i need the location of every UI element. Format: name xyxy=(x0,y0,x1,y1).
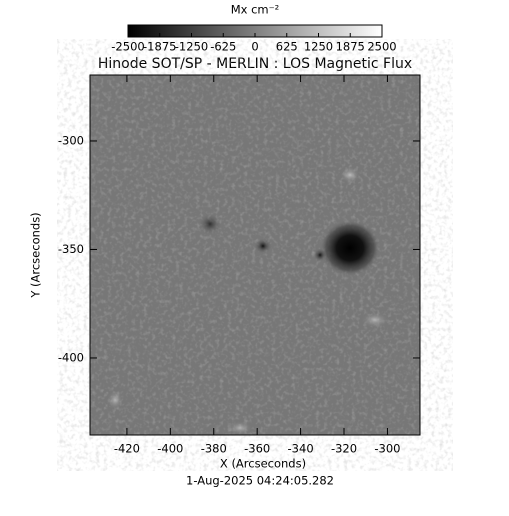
x-tick-label: -300 xyxy=(374,442,400,456)
chart-title: Hinode SOT/SP - MERLIN : LOS Magnetic Fl… xyxy=(98,56,412,72)
x-tick-label: -320 xyxy=(331,442,357,456)
colorbar-tick-label: 1250 xyxy=(304,40,333,54)
colorbar-tick-label: 2500 xyxy=(367,40,396,54)
x-tick-label: -360 xyxy=(244,442,270,456)
date: 1-Aug-2025 04:24:05.282 xyxy=(186,474,334,488)
colorbar-tick-label: -1250 xyxy=(175,40,208,54)
image xyxy=(90,75,420,435)
x-tick-label: -380 xyxy=(201,442,227,456)
colorbar-tick-label: -2500 xyxy=(111,40,144,54)
x-tick-label: -400 xyxy=(157,442,183,456)
y-tick-label: -400 xyxy=(58,350,84,364)
colorbar-label: Mx cm⁻² xyxy=(231,3,280,17)
plot-frame xyxy=(89,74,421,436)
colorbar-tick-label: 0 xyxy=(251,40,258,54)
x-tick-label: -420 xyxy=(114,442,140,456)
x-axis-label: X (Arcseconds) xyxy=(220,457,306,471)
colorbar-tick-label: 625 xyxy=(276,40,298,54)
colorbar-tick-label: -1875 xyxy=(143,40,176,54)
colorbar-tick-label: -625 xyxy=(210,40,236,54)
y-tick-label: -350 xyxy=(58,242,84,256)
y-tick-label: -300 xyxy=(58,133,84,147)
x-tick-label: -340 xyxy=(288,442,314,456)
colorbar-tick-label: 1875 xyxy=(336,40,365,54)
y-axis-label: Y (Arcseconds) xyxy=(29,212,43,298)
